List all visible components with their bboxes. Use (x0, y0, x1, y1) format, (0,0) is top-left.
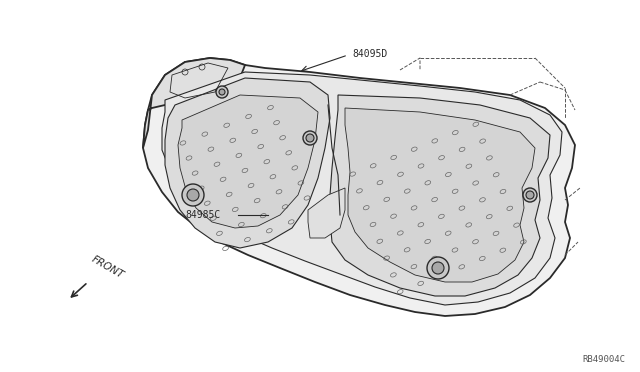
Circle shape (182, 184, 204, 206)
Polygon shape (330, 95, 550, 296)
Polygon shape (143, 58, 245, 148)
Polygon shape (345, 108, 535, 282)
Polygon shape (143, 58, 575, 316)
Circle shape (526, 191, 534, 199)
Circle shape (306, 134, 314, 142)
Text: 84095D: 84095D (352, 49, 387, 59)
Circle shape (523, 188, 537, 202)
Circle shape (303, 131, 317, 145)
Polygon shape (178, 95, 318, 228)
Circle shape (216, 86, 228, 98)
Circle shape (432, 262, 444, 274)
Text: RB49004C: RB49004C (582, 356, 625, 365)
Polygon shape (308, 188, 345, 238)
Text: 84985C: 84985C (185, 210, 220, 220)
Text: FRONT: FRONT (90, 254, 125, 280)
Circle shape (187, 189, 199, 201)
Circle shape (219, 89, 225, 95)
Circle shape (427, 257, 449, 279)
Polygon shape (165, 78, 330, 248)
Polygon shape (162, 72, 562, 305)
